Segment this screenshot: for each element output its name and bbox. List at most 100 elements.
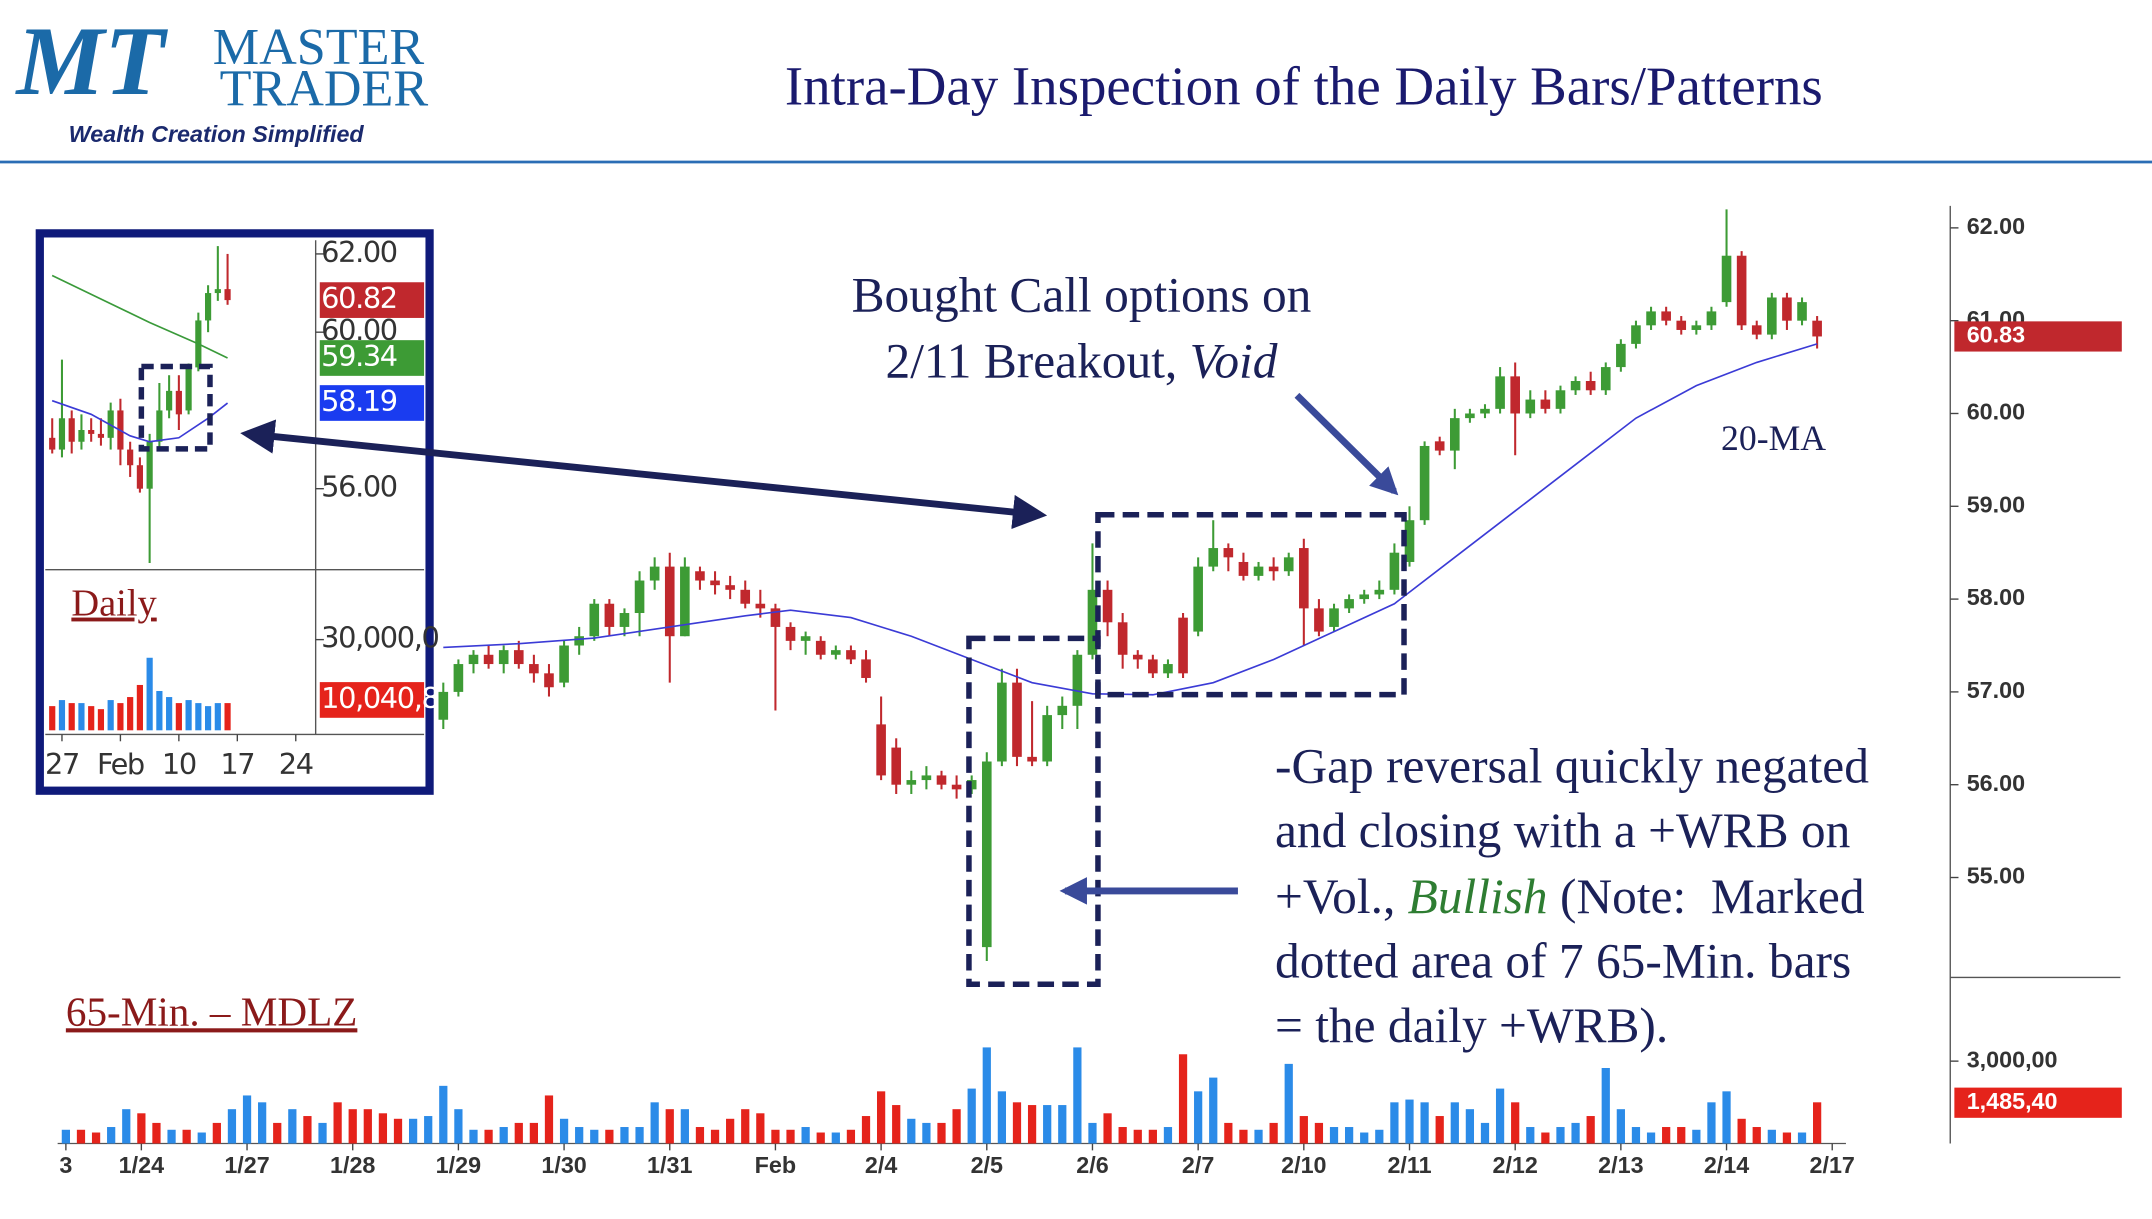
candle-body	[1449, 418, 1460, 451]
arrow	[240, 419, 1048, 530]
dotted-box	[966, 635, 1101, 988]
x-tick-label: 2/6	[1076, 1152, 1108, 1178]
volume-bar	[363, 1109, 372, 1144]
volume-bar	[1767, 1129, 1776, 1144]
volume-bar	[1224, 1122, 1233, 1144]
y-tick-label: 56.00	[321, 470, 397, 504]
volume-bar	[1390, 1102, 1399, 1144]
volume-bar	[1556, 1127, 1565, 1144]
candle-body	[649, 566, 660, 581]
volume-bar	[907, 1118, 916, 1144]
x-tick-label: 2/11	[1387, 1152, 1431, 1178]
candle-body	[831, 650, 841, 655]
volume-bar	[620, 1127, 629, 1144]
volume-bar	[1480, 1122, 1490, 1144]
value-tag	[319, 682, 425, 718]
volume-bar	[1465, 1109, 1475, 1144]
y-tick-label: 62.00	[1967, 213, 2025, 239]
candle-body	[710, 580, 720, 586]
volume-bar	[117, 703, 124, 731]
candle-body	[906, 780, 917, 785]
volume-bar	[242, 1095, 252, 1144]
candle-body	[1434, 441, 1445, 451]
candle-body	[166, 390, 173, 411]
volume-bar	[182, 1129, 191, 1144]
candle-body	[1600, 367, 1611, 391]
candle-body	[619, 613, 630, 627]
x-tick-label: 27	[45, 747, 79, 781]
volume-bar	[1662, 1127, 1671, 1144]
candle-body	[1767, 297, 1777, 335]
candle-body	[438, 691, 449, 720]
y-tick-label: 3,000,00	[1967, 1046, 2058, 1072]
x-tick-label: 2/4	[865, 1152, 897, 1178]
inset-title: Daily	[71, 583, 157, 625]
volume-bar	[1148, 1129, 1157, 1144]
volume-bar	[1284, 1063, 1293, 1144]
candle-body	[1510, 376, 1520, 414]
chart-title: 65-Min. – MDLZ	[66, 988, 357, 1034]
volume-bar	[378, 1113, 388, 1144]
volume-bar	[1601, 1067, 1610, 1144]
volume-bar	[88, 706, 95, 731]
volume-bar	[982, 1047, 991, 1144]
volume-bar	[137, 1113, 146, 1144]
volume-bar	[97, 709, 105, 731]
x-tick-label: 17	[220, 747, 254, 781]
candle-body	[1570, 381, 1581, 391]
volume-bar	[1027, 1105, 1037, 1144]
candle-body	[785, 626, 796, 641]
candle-body	[205, 293, 212, 321]
candle-body	[1329, 608, 1339, 627]
candle-body	[1661, 311, 1671, 321]
candle-body	[107, 410, 114, 438]
volume-bar	[175, 703, 182, 731]
candle-body	[1691, 325, 1702, 330]
volume-bar	[224, 703, 231, 731]
candle-body	[1072, 654, 1083, 706]
volume-bar	[91, 1132, 101, 1144]
candle-body	[634, 580, 645, 614]
candle-body	[1751, 325, 1762, 335]
value-tag	[1954, 321, 2122, 352]
x-tick-label: 1/27	[224, 1152, 269, 1178]
volume-bar	[997, 1091, 1007, 1144]
candle-body	[861, 659, 871, 678]
volume-bar	[454, 1109, 463, 1144]
candle-body	[1117, 622, 1128, 655]
volume-bar	[1420, 1102, 1429, 1144]
volume-bar	[156, 691, 163, 731]
candle-body	[146, 441, 153, 489]
candle-body	[1480, 408, 1490, 414]
volume-bar	[1541, 1132, 1550, 1144]
candle-body	[136, 465, 143, 489]
candle-body	[1299, 548, 1309, 609]
candle-body	[951, 784, 962, 790]
volume-bar	[1209, 1077, 1218, 1144]
candle-body	[680, 566, 690, 637]
candle-body	[604, 603, 615, 627]
candle-body	[574, 636, 584, 646]
volume-bar	[166, 697, 173, 731]
x-tick-label: 1/31	[647, 1152, 692, 1178]
annotation: +Vol., Bullish (Note: Marked	[1275, 869, 1865, 924]
y-tick-label: 55.00	[1967, 863, 2025, 889]
candle-body	[1223, 548, 1234, 558]
candle-body	[1268, 566, 1279, 572]
volume-bar	[1012, 1102, 1022, 1144]
candle-body	[891, 747, 902, 785]
volume-bar	[1360, 1132, 1369, 1144]
volume-bar	[1526, 1127, 1535, 1144]
x-tick-label: 1/24	[119, 1152, 164, 1178]
value-tag-label: 60.83	[1967, 322, 2025, 348]
candle-body	[589, 603, 600, 637]
candle-body	[936, 775, 947, 785]
volume-bar	[786, 1129, 795, 1144]
candle-body	[725, 585, 735, 590]
volume-bar	[393, 1118, 403, 1144]
candle-body	[1782, 297, 1792, 321]
volume-bar	[801, 1127, 810, 1144]
candle-body	[1419, 445, 1430, 521]
candle-body	[127, 449, 134, 466]
